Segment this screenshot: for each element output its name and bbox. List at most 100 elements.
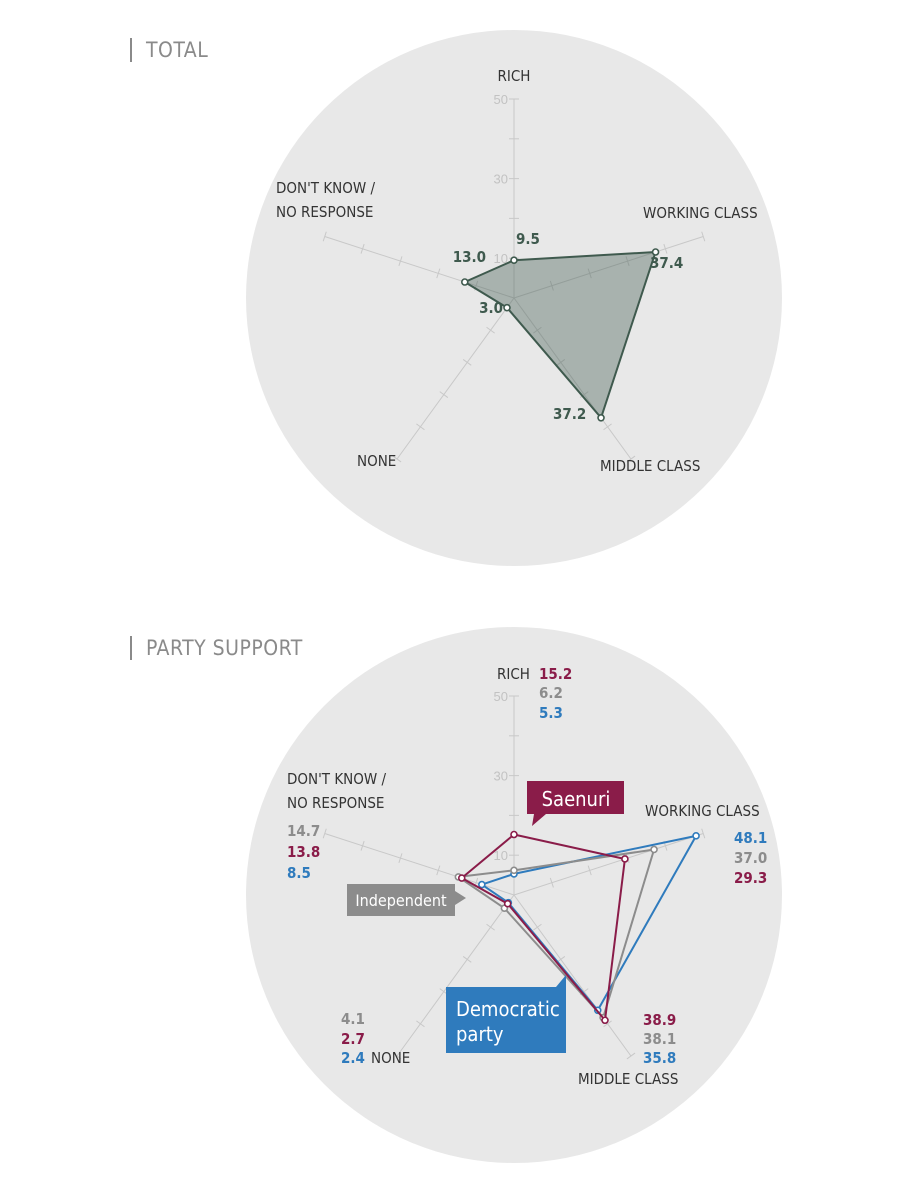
total-axis-label-rich: RICH	[498, 67, 531, 85]
party-value-none-independent: 4.1	[341, 1010, 365, 1028]
section-title-party-support: PARTY SUPPORT	[130, 636, 303, 660]
total-value-dont-know: 13.0	[453, 248, 486, 266]
axis-tick-mark	[533, 923, 542, 931]
saenuri-series-point	[601, 1016, 609, 1025]
party-value-working-independent: 37.0	[734, 849, 767, 867]
total-axis-label-dont-know-1: DON'T KNOW /	[276, 179, 376, 197]
axis-tick-mark	[587, 865, 592, 876]
axis-tick-mark	[603, 423, 612, 431]
democratic-tag-box	[446, 975, 566, 1053]
total-axis-middle-class	[513, 297, 632, 460]
saenuri-series-point	[510, 830, 518, 839]
axis-tick-mark	[603, 1020, 612, 1028]
saenuri-tag-label: Saenuri	[542, 787, 611, 811]
axis-tick-mark	[533, 326, 542, 334]
total-axis-dont-know	[324, 236, 515, 299]
total-series-point	[503, 303, 511, 312]
total-axis-label-none: NONE	[357, 452, 396, 470]
axis-tick-mark	[549, 877, 554, 888]
independent-series-point	[510, 866, 518, 875]
party-axis-none	[396, 894, 515, 1057]
saenuri-series-point	[503, 899, 512, 908]
axis-tick-mark	[462, 359, 472, 366]
axis-tick-mark	[392, 1052, 402, 1060]
total-tick-label: 50	[494, 92, 508, 107]
party-value-none-saenuri: 2.7	[341, 1030, 365, 1048]
total-axis-label-dont-know-2: NO RESPONSE	[276, 203, 373, 221]
total-series-point	[651, 248, 660, 256]
axis-tick-mark	[322, 231, 327, 242]
party-axis-middle-class	[513, 894, 632, 1057]
party-axis-label-working-class: WORKING CLASS	[645, 802, 760, 820]
total-tick-label: 10	[494, 251, 508, 266]
axis-tick-mark	[462, 956, 472, 963]
total-axis-label-working-class: WORKING CLASS	[643, 204, 758, 222]
party-value-rich-independent: 6.2	[539, 684, 563, 702]
axis-tick-mark	[398, 853, 403, 864]
party-axis-label-dont-know-1: DON'T KNOW /	[287, 770, 387, 788]
party-axis-label-none: NONE	[371, 1049, 410, 1067]
axis-tick-mark	[701, 828, 706, 839]
party-value-middle-saenuri: 38.9	[643, 1011, 676, 1029]
independent-tag-label: Independent	[355, 891, 447, 910]
section-title-total: TOTAL	[130, 38, 208, 62]
saenuri-series-point	[621, 855, 629, 863]
total-series-point	[510, 256, 518, 264]
democratic-series-point	[478, 880, 486, 889]
axis-tick-mark	[626, 455, 636, 463]
party-value-dk-independent: 14.7	[287, 822, 320, 840]
axis-tick-mark	[663, 243, 668, 254]
total-axis-none	[396, 297, 515, 460]
total-value-none: 3.0	[479, 299, 503, 317]
party-value-rich-saenuri: 15.2	[539, 665, 572, 683]
axis-tick-mark	[360, 840, 365, 851]
axis-tick-mark	[701, 231, 706, 242]
axis-tick-mark	[486, 326, 495, 334]
party-value-dk-saenuri: 13.8	[287, 843, 320, 861]
saenuri-series-point	[457, 874, 466, 882]
axis-tick-mark	[416, 423, 425, 431]
total-series-point	[460, 278, 469, 286]
party-grid: 10 30 50	[246, 627, 782, 1163]
total-tick-label: 30	[494, 172, 508, 187]
total-value-working-class: 37.4	[650, 254, 683, 272]
axis-tick-mark	[360, 243, 365, 254]
axis-tick-mark	[549, 280, 554, 291]
party-tick-label: 50	[494, 689, 508, 704]
axis-tick-mark	[439, 391, 449, 398]
total-axis-label-middle-class: MIDDLE CLASS	[600, 457, 700, 475]
axis-tick-mark	[587, 268, 592, 279]
party-tick-label: 10	[494, 848, 508, 863]
party-value-working-democratic: 48.1	[734, 829, 767, 847]
total-value-middle-class: 37.2	[553, 405, 586, 423]
axis-tick-mark	[436, 268, 441, 279]
total-series-line	[463, 251, 657, 419]
axis-tick-mark	[398, 256, 403, 267]
independent-series-point	[650, 845, 658, 854]
axis-tick-mark	[579, 391, 589, 398]
axis-tick-mark	[416, 1020, 425, 1028]
saenuri-tag-box	[527, 781, 624, 826]
axis-tick-mark	[556, 359, 566, 366]
independent-tag: Independent	[347, 884, 466, 916]
independent-tag-box	[347, 884, 466, 916]
party-value-rich-democratic: 5.3	[539, 704, 563, 722]
party-axis-label-dont-know-2: NO RESPONSE	[287, 794, 384, 812]
party-axis-working-class	[513, 833, 704, 896]
party-value-dk-democratic: 8.5	[287, 864, 311, 882]
saenuri-tag: Saenuri	[527, 781, 624, 826]
axis-tick-mark	[625, 256, 630, 267]
axis-tick-mark	[486, 923, 495, 931]
party-value-working-saenuri: 29.3	[734, 869, 767, 887]
party-value-none-democratic: 2.4	[341, 1049, 365, 1067]
total-value-rich: 9.5	[516, 230, 540, 248]
democratic-tag-label-2: party	[456, 1022, 504, 1046]
democratic-series-point	[692, 832, 700, 840]
party-value-middle-democratic: 35.8	[643, 1049, 676, 1067]
saenuri-series-line	[460, 833, 626, 1022]
democratic-tag-label-1: Democratic	[456, 997, 560, 1021]
total-grid: 10 30 50	[246, 30, 782, 566]
axis-tick-mark	[392, 455, 402, 463]
